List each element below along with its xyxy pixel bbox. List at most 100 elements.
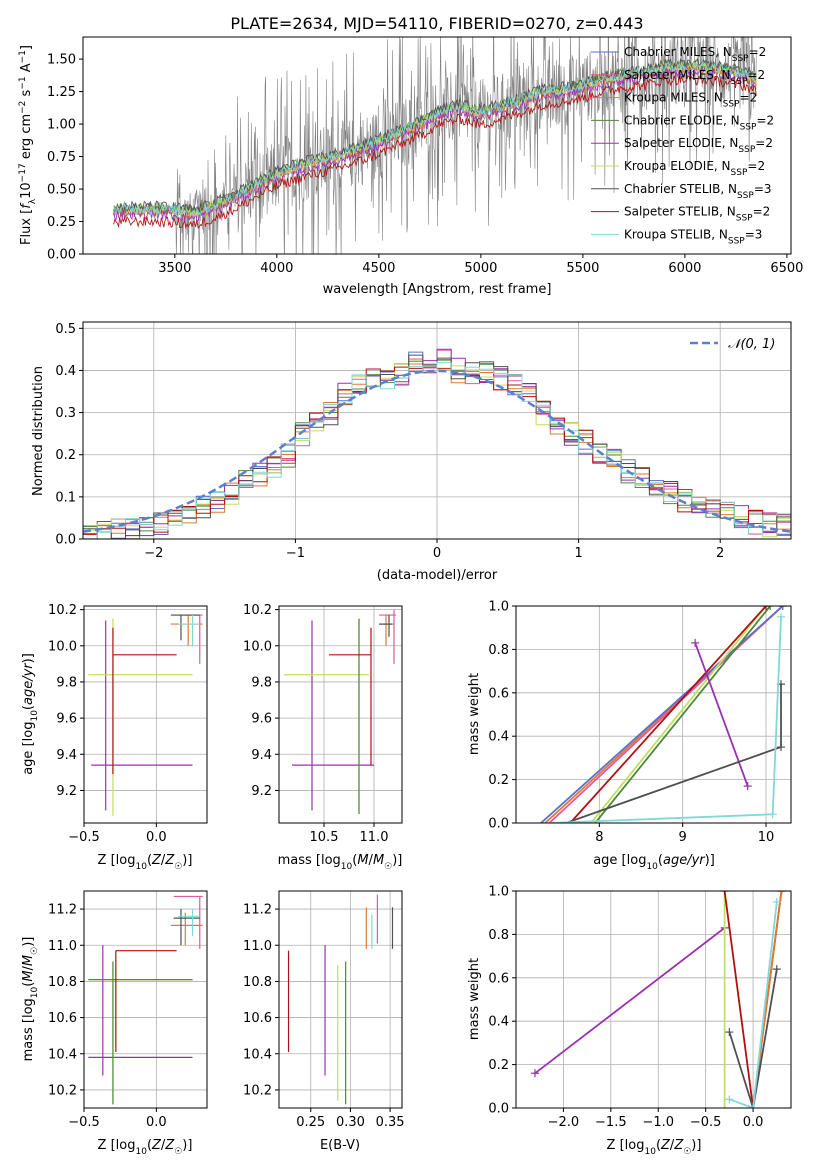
x-tick-label: 10 [758,830,775,845]
plot-area [279,891,402,1108]
y-tick-label: 0.8 [488,928,509,943]
x-axis-label: (data-model)/error [377,568,498,583]
legend-entry: Chabrier STELIB, NSSP=3 [624,182,772,201]
point-marker [777,612,785,621]
normal-distribution-line [83,369,791,533]
mass-weight-vs-metallicity-chart: −2.0 −1.5 −1.0 −0.5 0.0 0.0 0.2 0.4 0.6 0.8 1.0 Z [… [467,885,792,1157]
y-tick-label: 9.2 [251,784,272,799]
x-axis-label: wavelength [Angstrom, rest frame] [323,282,552,297]
legend-entry: Salpeter ELODIE, NSSP=2 [624,136,773,155]
x-tick-label: −1 [286,546,305,561]
age-vs-mass-chart: 10.5 11.0 9.2 9.4 9.6 9.8 10.0 10.2 mass [log10(… [243,603,403,872]
plot-area [279,606,402,823]
legend-entry: Salpeter STELIB, NSSP=2 [624,205,770,224]
x-tick-label: 11.0 [360,830,389,845]
plot-area [84,606,207,823]
point-marker [691,638,700,647]
histogram-step-line [83,362,791,539]
y-tick-label: 0.5 [55,322,76,337]
y-tick-label: 9.6 [56,712,77,727]
y-tick-label: 10.4 [243,1047,272,1062]
x-tick-label: 2 [716,546,724,561]
legend-entry: 𝒩(0, 1) [728,337,775,352]
x-axis-label: mass [log10(M/M☉)] [278,853,403,872]
axes-frame [82,36,792,255]
y-tick-label: 0.4 [488,730,509,745]
y-tick-label: 0.2 [488,773,509,788]
mass-weight-line [590,606,767,823]
y-tick-label: 0.75 [47,150,76,165]
plot-area [516,891,791,1108]
axes-frame [278,890,403,1109]
y-tick-label: 0.0 [488,817,509,832]
y-tick-label: 0.4 [488,1015,509,1030]
y-tick-label: 11.0 [243,939,272,954]
model-series-line [113,65,757,223]
x-tick-label: 5500 [566,261,599,276]
x-axis-label: E(B-V) [320,1138,360,1153]
mass-weight-vs-age-chart: 8 9 10 0.0 0.2 0.4 0.6 0.8 1.0 age [log10(age/yr)… [467,600,792,872]
y-tick-label: 0.2 [488,1058,509,1073]
x-tick-label: 4000 [260,261,293,276]
x-tick-label: −2 [144,546,163,561]
y-tick-label: 9.4 [56,748,77,763]
x-tick-label: −1.5 [595,1115,627,1130]
y-tick-label: 10.6 [243,1011,272,1026]
y-tick-label: 11.0 [48,939,77,954]
y-tick-label: 0.3 [55,406,76,421]
x-tick-label: 10.5 [310,830,339,845]
legend-entry: Chabrier ELODIE, NSSP=2 [624,113,774,132]
point-marker [772,965,781,974]
y-axis-label: mass weight [467,673,482,755]
x-tick-label: 8 [595,830,603,845]
y-tick-label: 10.8 [48,975,77,990]
y-tick-label: 10.2 [48,1083,77,1098]
y-tick-label: 1.25 [47,85,76,100]
y-tick-label: 9.8 [251,675,272,690]
y-tick-label: 0.2 [55,448,76,463]
y-tick-label: 10.0 [48,639,77,654]
y-tick-label: 1.0 [488,885,509,900]
y-tick-label: 9.2 [56,784,77,799]
y-tick-label: 0.0 [55,533,76,548]
y-tick-label: 0.00 [47,248,76,263]
y-axis-label: Flux [fλ10−17 erg cm−2 s−1 A−1] [18,45,38,245]
age-vs-metallicity-chart: −0.5 0.0 9.2 9.4 9.6 9.8 10.0 10.2 Z [log10(Z/Z☉… [21,603,208,872]
y-tick-label: 0.4 [55,364,76,379]
axes-frame [515,890,792,1109]
x-tick-label: 0 [433,546,441,561]
x-tick-label: 5000 [464,261,497,276]
x-tick-label: 9 [679,830,687,845]
y-axis-label: mass weight [467,958,482,1040]
y-tick-label: 0.0 [488,1102,509,1117]
y-axis-label: Normed distribution [31,366,46,496]
y-tick-label: 9.6 [251,712,272,727]
x-tick-label: 0.35 [376,1115,405,1130]
mass-weight-line [594,606,771,823]
legend-entry: Kroupa ELODIE, NSSP=2 [624,159,765,178]
residual-histogram: −2 −1 0 1 2 0.0 0.1 0.2 0.3 0.4 0.5 𝒩(0, 1) (data-mo… [31,321,792,583]
x-tick-label: 3500 [158,261,191,276]
x-axis-label: Z [log10(Z/Z☉)] [98,853,193,872]
mass-weight-line [569,606,767,823]
spectrum-chart: 3500 4000 4500 5000 5500 6000 6500 0.00 0.25 0.50… [18,36,803,297]
y-tick-label: 1.0 [488,600,509,615]
point-marker [725,1028,734,1037]
mass-weight-line [729,901,778,1108]
y-tick-label: 9.8 [56,675,77,690]
point-marker [772,897,781,906]
axes-frame [515,605,792,824]
y-tick-label: 10.2 [243,1083,272,1098]
x-axis-label: age [log10(age/yr)] [593,853,715,872]
y-tick-label: 10.0 [243,639,272,654]
legend-entry: Kroupa MILES, NSSP=2 [624,91,757,110]
x-tick-label: 0.0 [743,1115,764,1130]
y-axis-label: age [log10(age/yr)] [21,653,40,775]
y-axis-label: mass [log10(M/M☉)] [21,937,40,1062]
mass-vs-metallicity-chart: −0.5 0.0 10.2 10.4 10.6 10.8 11.0 11.2 Z [log10(… [21,890,208,1157]
y-tick-label: 0.50 [47,183,76,198]
point-marker [766,606,775,610]
histogram-step-line [83,348,791,539]
y-tick-label: 1.00 [47,118,76,133]
